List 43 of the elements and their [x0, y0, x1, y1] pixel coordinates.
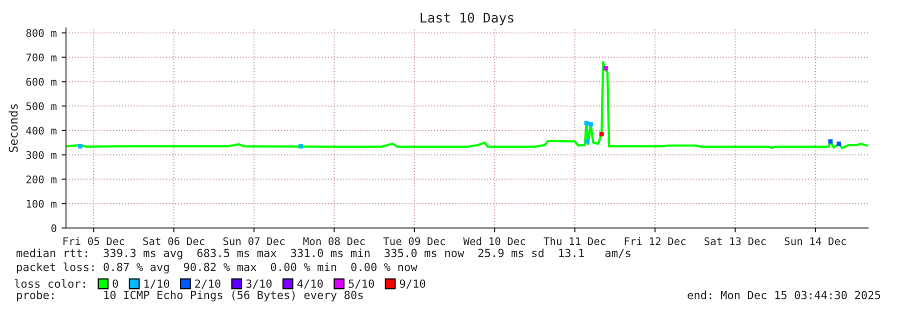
point — [836, 142, 842, 146]
legend-title: loss color: — [14, 279, 85, 288]
y-tick-label: 400 m — [26, 126, 56, 135]
y-tick-label: 800 m — [26, 29, 56, 38]
y-axis-title: Seconds — [8, 104, 18, 152]
legend-label: 4/10 — [297, 279, 323, 289]
y-tick-label: 500 m — [26, 102, 56, 110]
legend-label: 1/10 — [144, 279, 170, 289]
y-tick-label: 700 m — [26, 54, 56, 62]
x-tick-label: Sun 07 Dec — [223, 237, 285, 246]
x-tick-label: Mon 08 Dec — [303, 237, 365, 246]
x-tick-label: Sat 06 Dec — [143, 237, 204, 246]
point — [588, 122, 593, 127]
point — [585, 139, 590, 144]
x-tick-label: Thu 11 Dec — [544, 237, 606, 246]
chart-title: Last 10 Days — [420, 12, 514, 26]
point — [298, 144, 304, 148]
y-tick-label: 300 m — [26, 151, 56, 159]
legend-label: 0 — [112, 279, 118, 288]
x-tick-label: Fri 05 Dec — [63, 237, 124, 246]
point — [599, 132, 604, 136]
legend-label: 5/10 — [348, 279, 374, 289]
x-tick-label: Sat 13 Dec — [704, 237, 766, 246]
text: end: Mon Dec 15 03:44:30 2025 — [688, 290, 880, 300]
legend-label: 9/10 — [400, 279, 426, 289]
line-series — [66, 61, 868, 150]
x-tick-label: Fri 12 Dec — [624, 237, 686, 246]
text: packet loss: 0.87 % avg 90.82 % max 0.00 % min 0.00 % now — [17, 262, 418, 274]
point — [604, 66, 608, 70]
y-tick-label: 0 — [51, 224, 56, 232]
y-tick-label: 600 m — [26, 78, 56, 86]
point — [78, 144, 82, 148]
x-tick-label: Wed 10 Dec — [463, 237, 526, 246]
text: probe: 10 ICMP Echo Pings (56 Bytes) every 80s — [17, 290, 363, 302]
x-tick-label: Tue 09 Dec — [383, 237, 445, 246]
text: median rtt: 339.3 ms avg 683.5 ms max 331.0 ms min 335.0 ms now 25.9 ms sd 13.1 am/s — [16, 248, 630, 260]
point — [584, 120, 589, 126]
point — [828, 139, 833, 144]
legend-label: 3/10 — [246, 279, 272, 289]
x-tick-label: Sun 14 Dec — [784, 237, 846, 246]
y-tick-label: 100 m — [26, 200, 56, 208]
y-tick-label: 200 m — [26, 175, 56, 184]
legend-label: 2/10 — [195, 279, 220, 289]
